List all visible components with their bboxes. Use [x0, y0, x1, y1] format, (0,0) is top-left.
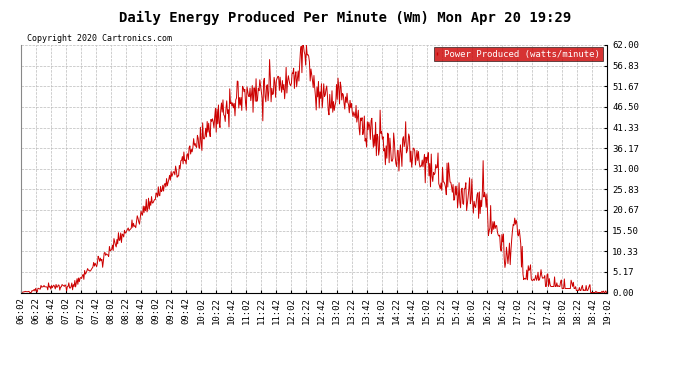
Text: Copyright 2020 Cartronics.com: Copyright 2020 Cartronics.com [26, 33, 172, 42]
Text: Daily Energy Produced Per Minute (Wm) Mon Apr 20 19:29: Daily Energy Produced Per Minute (Wm) Mo… [119, 11, 571, 26]
Legend: Power Produced (watts/minute): Power Produced (watts/minute) [434, 47, 602, 62]
